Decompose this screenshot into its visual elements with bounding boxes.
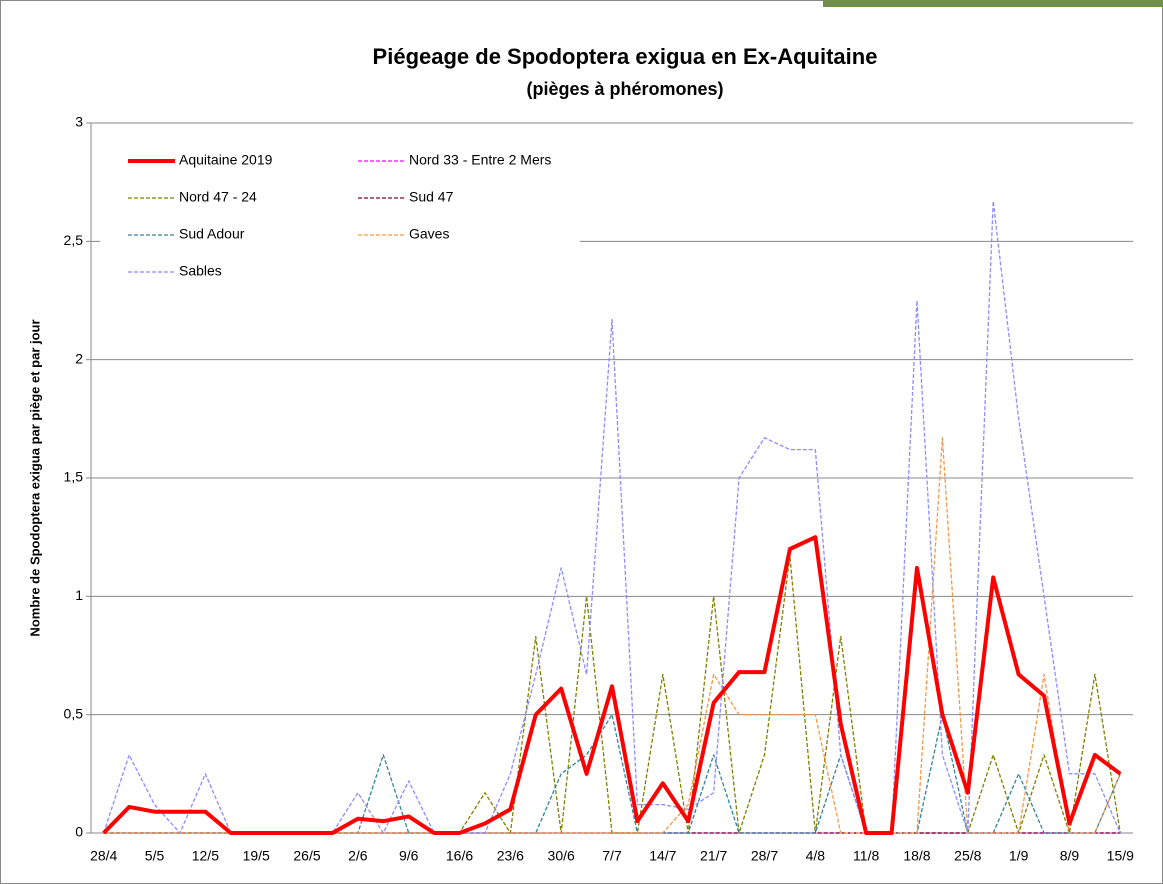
y-tick-label: 2 <box>75 350 83 366</box>
legend-label: Sud 47 <box>409 189 454 205</box>
chart: Piégeage de Spodoptera exigua en Ex-Aqui… <box>0 0 1163 884</box>
x-tick-label: 1/9 <box>1009 848 1029 864</box>
y-tick-label: 0 <box>75 824 83 840</box>
x-tick-label: 23/6 <box>497 848 524 864</box>
x-tick-label: 28/4 <box>90 848 117 864</box>
chart-title: Piégeage de Spodoptera exigua en Ex-Aqui… <box>373 44 878 69</box>
x-tick-label: 14/7 <box>649 848 676 864</box>
x-tick-label: 11/8 <box>853 848 879 864</box>
x-tick-label: 7/7 <box>602 848 622 864</box>
legend-label: Nord 33 - Entre 2 Mers <box>409 152 551 168</box>
y-tick-label: 1 <box>75 587 83 603</box>
x-tick-label: 30/6 <box>548 848 575 864</box>
legend-label: Nord 47 - 24 <box>179 189 257 205</box>
x-tick-label: 25/8 <box>954 848 981 864</box>
legend-label: Sud Adour <box>179 226 245 242</box>
legend-label: Sables <box>179 263 222 279</box>
x-tick-label: 12/5 <box>192 848 219 864</box>
x-tick-label: 28/7 <box>751 848 778 864</box>
y-tick-label: 0,5 <box>64 705 84 721</box>
chart-subtitle: (pièges à phéromones) <box>526 79 723 99</box>
x-tick-label: 9/6 <box>399 848 419 864</box>
x-tick-label: 18/8 <box>903 848 930 864</box>
x-tick-label: 19/5 <box>243 848 270 864</box>
x-tick-label: 5/5 <box>145 848 165 864</box>
y-tick-label: 2,5 <box>64 232 84 248</box>
x-tick-label: 21/7 <box>700 848 727 864</box>
x-tick-label: 15/9 <box>1107 848 1134 864</box>
background-image-edge <box>823 0 1163 7</box>
x-tick-label: 26/5 <box>293 848 320 864</box>
y-tick-label: 3 <box>75 114 83 130</box>
legend-label: Aquitaine 2019 <box>179 152 273 168</box>
legend-label: Gaves <box>409 226 449 242</box>
x-tick-label: 4/8 <box>806 848 826 864</box>
y-tick-label: 1,5 <box>64 469 84 485</box>
x-tick-label: 16/6 <box>446 848 473 864</box>
x-tick-label: 2/6 <box>348 848 368 864</box>
x-tick-label: 8/9 <box>1060 848 1080 864</box>
y-axis-label: Nombre de Spodoptera exigua par piège et… <box>27 319 42 636</box>
